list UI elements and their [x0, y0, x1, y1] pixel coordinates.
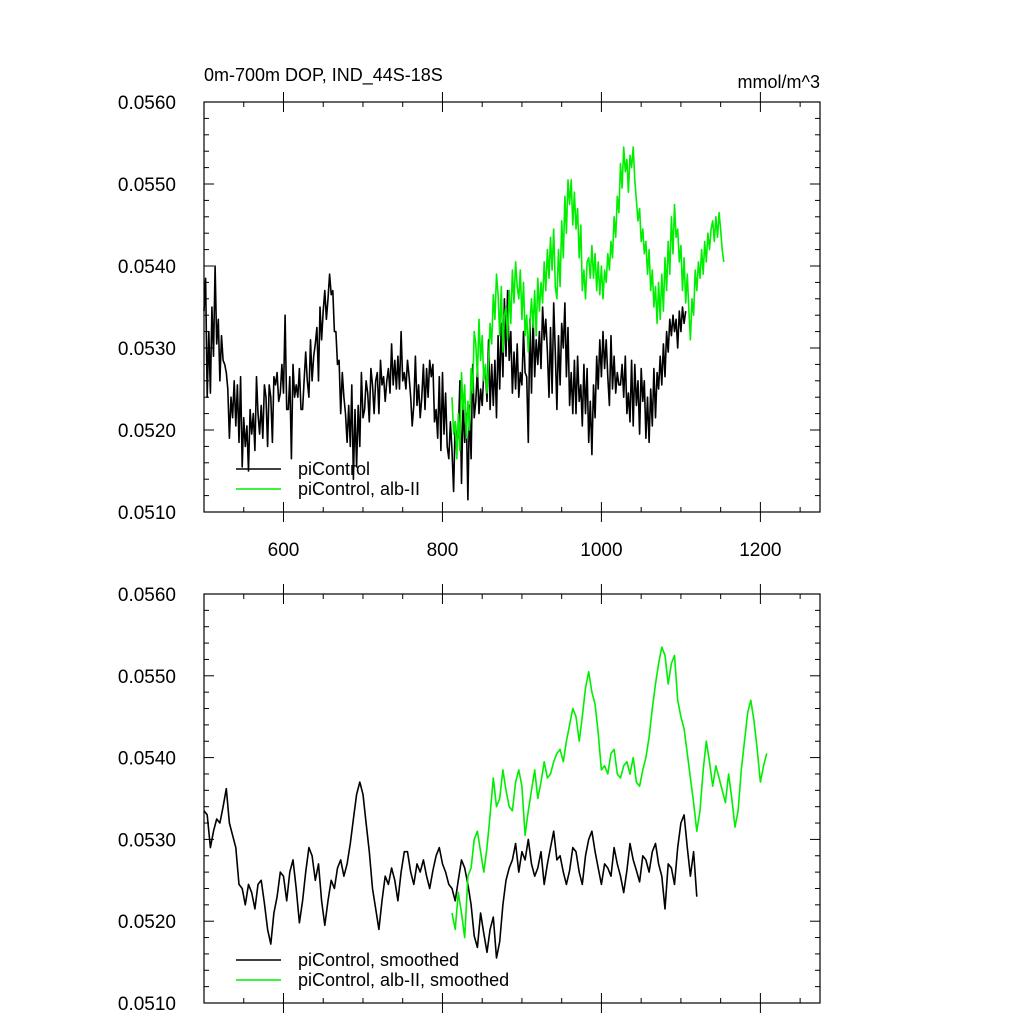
- units-label: mmol/m^3: [738, 72, 820, 92]
- panel-top-timeseries: 0.0510 0.0520 0.0530 0.0540 0.0550 0.0560 600 8…: [118, 92, 821, 561]
- y-tick-label: 0.0530: [118, 830, 176, 851]
- x-tick-label: 1000: [580, 540, 622, 561]
- series-line-picontrol: [203, 265, 687, 501]
- y-tick-label: 0.0520: [118, 421, 176, 442]
- x-tick-label: 800: [427, 540, 459, 561]
- x-tick-label: 1200: [739, 540, 781, 561]
- y-tick-label: 0.0560: [118, 585, 176, 606]
- y-tick-label: 0.0550: [118, 175, 176, 196]
- x-tick-label: 600: [268, 540, 300, 561]
- plot-frame: [203, 593, 821, 1004]
- legend-label: piControl, smoothed: [298, 950, 459, 970]
- legend-label: piControl, alb-II, smoothed: [298, 970, 509, 990]
- series-line-picontrol: [203, 781, 698, 959]
- panel-bottom-smoothed: 0.0510 0.0520 0.0530 0.0540 0.0550 0.0560 piCo…: [118, 584, 821, 1015]
- y-tick-label: 0.0550: [118, 667, 176, 688]
- series-line-alb-ii: [451, 646, 768, 939]
- y-tick-label: 0.0540: [118, 257, 176, 278]
- y-tick-label: 0.0510: [118, 994, 176, 1015]
- legend-label: piControl, alb-II: [298, 479, 420, 499]
- y-tick-label: 0.0560: [118, 93, 176, 114]
- y-tick-label: 0.0540: [118, 749, 176, 770]
- series-line-alb-ii: [451, 146, 725, 460]
- legend-label: piControl: [298, 459, 370, 479]
- y-tick-label: 0.0520: [118, 912, 176, 933]
- y-tick-label: 0.0530: [118, 339, 176, 360]
- figure-title: 0m-700m DOP, IND_44S-18S: [204, 65, 443, 86]
- y-tick-label: 0.0510: [118, 503, 176, 524]
